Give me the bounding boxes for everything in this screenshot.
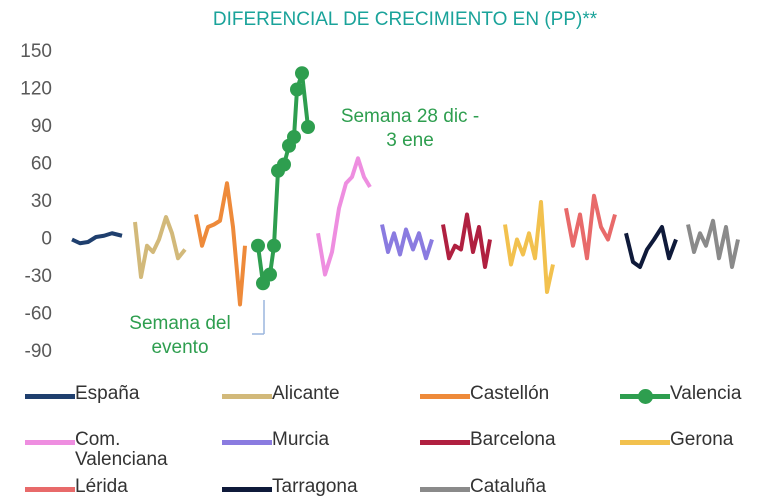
legend-marker bbox=[638, 389, 653, 404]
legend-item: Valencia bbox=[620, 384, 771, 404]
series-line bbox=[686, 218, 740, 269]
legend-label: Valencia bbox=[670, 383, 742, 404]
legend-item: Cataluña bbox=[420, 477, 598, 497]
point bbox=[301, 120, 315, 134]
legend-label: Castellón bbox=[470, 383, 550, 404]
series-line bbox=[71, 231, 123, 246]
series-line bbox=[380, 224, 434, 261]
y-tick-label: -90 bbox=[25, 341, 52, 362]
legend-swatch bbox=[222, 440, 272, 445]
annotation: Semana del bbox=[129, 313, 230, 334]
legend-swatch bbox=[420, 394, 470, 399]
y-tick-label: 30 bbox=[31, 191, 52, 212]
legend-swatch bbox=[25, 394, 75, 399]
legend-item: Barcelona bbox=[420, 430, 598, 450]
y-tick-label: 0 bbox=[41, 229, 52, 250]
series-line bbox=[441, 212, 492, 269]
y-tick-label: 90 bbox=[31, 116, 52, 137]
legend-item: Castellón bbox=[420, 384, 598, 404]
legend-label: Lérida bbox=[75, 476, 128, 497]
legend-item: Murcia bbox=[222, 430, 400, 450]
y-tick-label: -60 bbox=[25, 304, 52, 325]
legend-label: Cataluña bbox=[470, 476, 547, 497]
legend-label: Barcelona bbox=[470, 429, 556, 450]
series-line bbox=[316, 156, 372, 277]
point bbox=[295, 66, 309, 81]
legend-item: Lérida bbox=[25, 477, 203, 497]
legend-swatch bbox=[420, 440, 470, 445]
series-line bbox=[624, 225, 678, 269]
point bbox=[290, 82, 304, 97]
y-tick-label: 150 bbox=[20, 41, 52, 62]
legend-item: Gerona bbox=[620, 430, 771, 450]
point bbox=[251, 238, 265, 253]
series-line bbox=[194, 181, 247, 307]
point bbox=[287, 130, 301, 144]
point bbox=[277, 157, 291, 172]
series-line bbox=[564, 193, 617, 261]
annotation: evento bbox=[151, 337, 208, 358]
legend-swatch bbox=[420, 487, 470, 492]
legend-label: Alicante bbox=[272, 383, 340, 404]
point bbox=[263, 267, 277, 282]
legend-label: Gerona bbox=[670, 429, 734, 450]
chart: DIFERENCIAL DE CRECIMIENTO EN (PP)** 150… bbox=[20, 9, 740, 362]
annotation: 3 ene bbox=[386, 130, 434, 151]
legend-swatch bbox=[25, 487, 75, 492]
legend-label: España bbox=[75, 383, 140, 404]
chart-title: DIFERENCIAL DE CRECIMIENTO EN (PP)** bbox=[213, 9, 598, 30]
legend-swatch bbox=[222, 394, 272, 399]
series-line bbox=[503, 200, 555, 294]
legend-swatch bbox=[25, 440, 75, 445]
series-line bbox=[256, 71, 310, 286]
legend-item: Tarragona bbox=[222, 477, 400, 497]
legend-item: Alicante bbox=[222, 384, 400, 404]
series-line bbox=[133, 215, 187, 279]
legend-label: Com. Valenciana bbox=[75, 429, 168, 470]
legend-label: Tarragona bbox=[272, 476, 358, 497]
legend-item: Com. Valenciana bbox=[25, 430, 203, 470]
legend-swatch bbox=[222, 487, 272, 492]
legend-swatch bbox=[620, 440, 670, 445]
annotation: Semana 28 dic - bbox=[341, 106, 479, 127]
y-tick-label: 120 bbox=[20, 79, 52, 100]
point bbox=[267, 238, 281, 253]
y-tick-label: -30 bbox=[25, 266, 52, 287]
legend-item: España bbox=[25, 384, 203, 404]
y-tick-label: 60 bbox=[31, 154, 52, 175]
legend-swatch bbox=[620, 389, 670, 404]
legend-label: Murcia bbox=[272, 429, 330, 450]
